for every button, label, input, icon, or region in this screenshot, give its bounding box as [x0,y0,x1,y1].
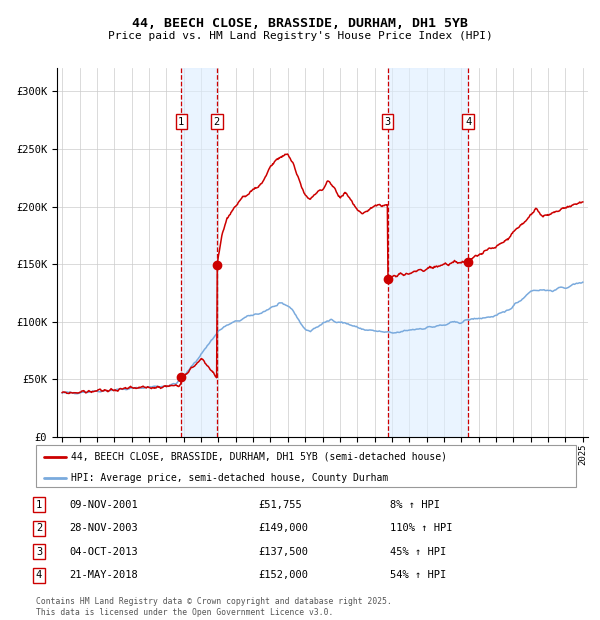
Bar [181,68,217,437]
FancyBboxPatch shape [36,445,576,487]
Text: 28-NOV-2003: 28-NOV-2003 [69,523,138,533]
Text: 1: 1 [178,117,184,126]
Text: 44, BEECH CLOSE, BRASSIDE, DURHAM, DH1 5YB (semi-detached house): 44, BEECH CLOSE, BRASSIDE, DURHAM, DH1 5… [71,452,447,462]
Text: 2: 2 [214,117,220,126]
Text: £149,000: £149,000 [258,523,308,533]
Text: 54% ↑ HPI: 54% ↑ HPI [390,570,446,580]
Text: Contains HM Land Registry data © Crown copyright and database right 2025.
This d: Contains HM Land Registry data © Crown c… [36,598,392,617]
Text: 110% ↑ HPI: 110% ↑ HPI [390,523,452,533]
Text: 44, BEECH CLOSE, BRASSIDE, DURHAM, DH1 5YB: 44, BEECH CLOSE, BRASSIDE, DURHAM, DH1 5… [132,17,468,30]
Text: 3: 3 [36,547,42,557]
Text: 45% ↑ HPI: 45% ↑ HPI [390,547,446,557]
Text: £137,500: £137,500 [258,547,308,557]
Text: 3: 3 [385,117,391,126]
Text: 21-MAY-2018: 21-MAY-2018 [69,570,138,580]
Text: 2: 2 [36,523,42,533]
Text: Price paid vs. HM Land Registry's House Price Index (HPI): Price paid vs. HM Land Registry's House … [107,31,493,41]
Text: 1: 1 [36,500,42,510]
Text: 4: 4 [465,117,471,126]
Text: £152,000: £152,000 [258,570,308,580]
Text: HPI: Average price, semi-detached house, County Durham: HPI: Average price, semi-detached house,… [71,472,388,482]
Text: £51,755: £51,755 [258,500,302,510]
Text: 4: 4 [36,570,42,580]
Bar [388,68,468,437]
Text: 04-OCT-2013: 04-OCT-2013 [69,547,138,557]
Text: 09-NOV-2001: 09-NOV-2001 [69,500,138,510]
Text: 8% ↑ HPI: 8% ↑ HPI [390,500,440,510]
